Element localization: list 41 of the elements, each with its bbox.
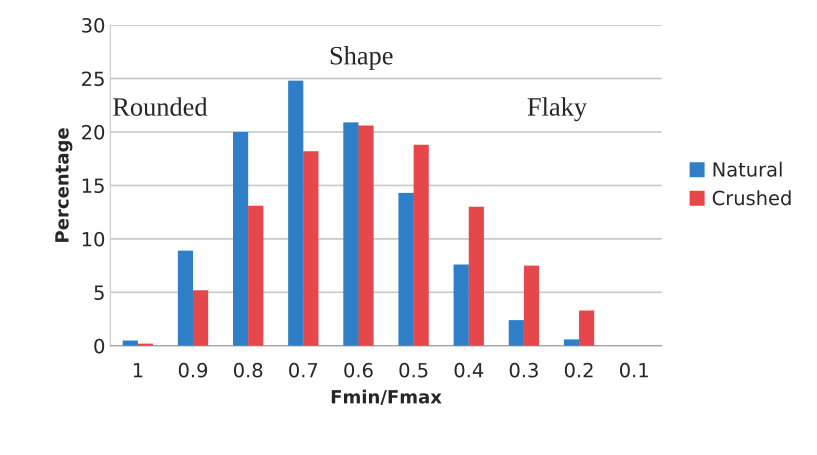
y-tick-label: 20 xyxy=(82,124,104,140)
legend-label: Natural xyxy=(714,162,782,177)
x-tick-label: 0.8 xyxy=(234,362,262,378)
legend-label: Crushed xyxy=(712,190,791,206)
bar xyxy=(122,340,138,346)
x-axis-title: Fmin/Fmax xyxy=(332,390,442,406)
x-tick-label: 0.6 xyxy=(344,362,373,378)
bar xyxy=(468,206,484,346)
bar xyxy=(398,192,414,346)
x-tick-label: 0.3 xyxy=(510,362,538,378)
x-tick-label: 0.1 xyxy=(620,362,648,378)
bar xyxy=(508,320,524,346)
bar xyxy=(414,144,429,346)
annotation: Shape xyxy=(330,46,393,70)
x-tick-label: 0.4 xyxy=(454,362,484,378)
bar xyxy=(288,80,304,346)
y-tick-label: 0 xyxy=(94,338,104,354)
bar xyxy=(233,132,248,346)
bar xyxy=(248,206,264,346)
x-tick-label: 0.2 xyxy=(564,362,593,378)
y-axis-title: Percentage xyxy=(55,128,72,242)
y-tick-label: 10 xyxy=(82,232,104,247)
x-tick-label: 0.9 xyxy=(178,362,208,378)
bar xyxy=(358,126,374,346)
x-tick-label: 0.7 xyxy=(289,362,318,378)
x-tick-label: 0.5 xyxy=(399,362,428,378)
y-tick-label: 15 xyxy=(82,178,104,194)
bar xyxy=(579,310,594,346)
bar xyxy=(454,264,469,346)
y-tick-label: 30 xyxy=(82,18,104,33)
bar xyxy=(303,151,318,346)
annotation: Rounded xyxy=(113,97,208,116)
bar xyxy=(193,290,208,346)
bar xyxy=(178,250,194,346)
bar xyxy=(564,339,580,346)
annotation: Flaky xyxy=(528,97,587,122)
bar xyxy=(524,266,540,346)
y-tick-label: 5 xyxy=(94,286,104,300)
x-tick-label: 1 xyxy=(134,363,142,378)
bar xyxy=(343,122,358,346)
y-tick-label: 25 xyxy=(82,71,104,86)
